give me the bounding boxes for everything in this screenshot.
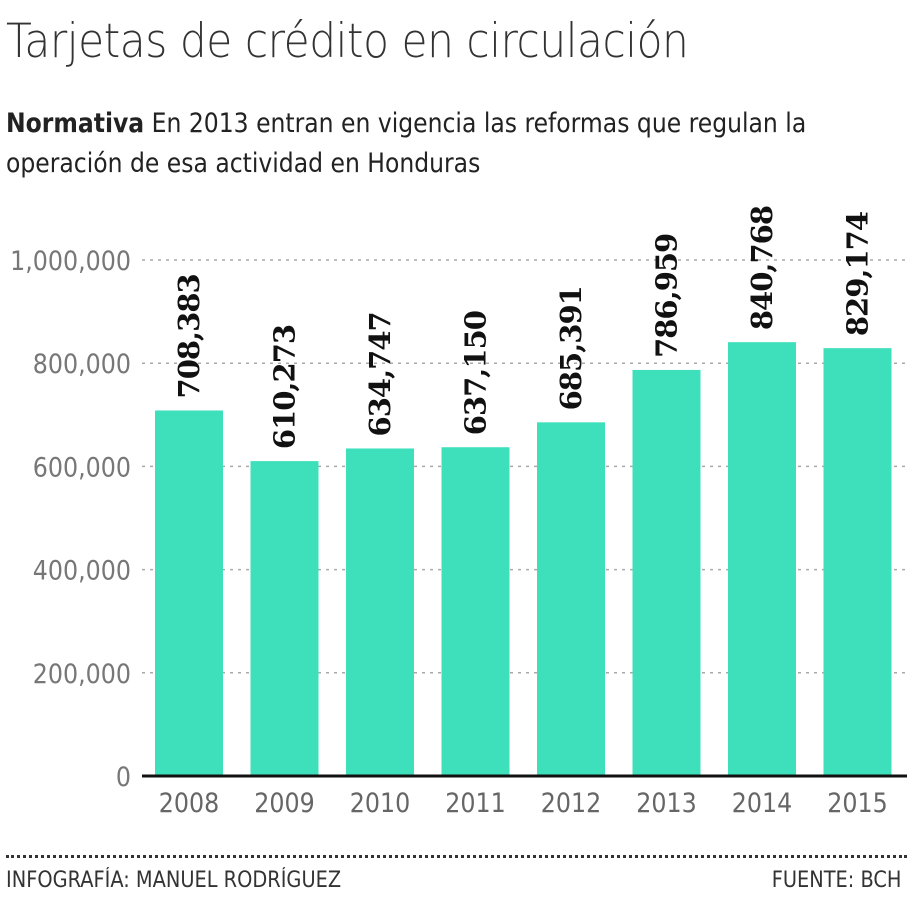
x-tick-label: 2015: [827, 787, 887, 819]
y-tick-label: 400,000: [33, 554, 131, 586]
credit-text: INFOGRAFÍA: MANUEL RODRÍGUEZ: [6, 868, 342, 893]
bar-2013: [632, 369, 701, 776]
bar-chart: 0 200,000 400,000 600,000 800,000 1,000,000 70…: [10, 206, 907, 819]
bar-2008: [155, 410, 223, 776]
y-tick-label: 0: [116, 761, 131, 793]
data-label-2013: 786,959: [650, 234, 684, 358]
data-label-2012: 685,391: [554, 286, 588, 410]
source-text: FUENTE: BCH: [771, 868, 901, 893]
chart-title: Tarjetas de crédito en circulación: [6, 14, 689, 69]
bar-2009: [250, 461, 319, 776]
data-label-2008: 708,383: [172, 274, 206, 398]
subtitle-lead: Normativa: [6, 108, 145, 139]
bar-2015: [823, 348, 892, 776]
data-label-2010: 634,747: [363, 312, 397, 436]
x-tick-label: 2012: [541, 787, 601, 819]
x-tick-label: 2011: [445, 787, 505, 819]
y-tick-label: 800,000: [33, 348, 131, 380]
x-tick-label: 2008: [159, 787, 219, 819]
data-label-2011: 637,150: [459, 311, 493, 435]
bar-2012: [537, 422, 605, 776]
x-tick-label: 2014: [732, 787, 792, 819]
data-label-2009: 610,273: [268, 325, 302, 449]
x-tick-label: 2009: [254, 787, 314, 819]
y-tick-label: 600,000: [33, 451, 131, 483]
bar-2011: [441, 447, 510, 776]
y-tick-label: 1,000,000: [10, 245, 131, 277]
bar-2010: [346, 448, 414, 776]
footer-divider: [6, 855, 907, 858]
data-label-2015: 829,174: [841, 212, 875, 336]
subtitle-text: En 2013 entran en vigencia las reformas …: [6, 108, 807, 179]
x-tick-label: 2013: [636, 787, 696, 819]
data-label-2014: 840,768: [745, 206, 779, 330]
bar-2014: [728, 342, 796, 776]
chart-subtitle: Normativa En 2013 entran en vigencia las…: [6, 104, 876, 184]
x-tick-label: 2010: [350, 787, 410, 819]
y-tick-label: 200,000: [33, 657, 131, 689]
